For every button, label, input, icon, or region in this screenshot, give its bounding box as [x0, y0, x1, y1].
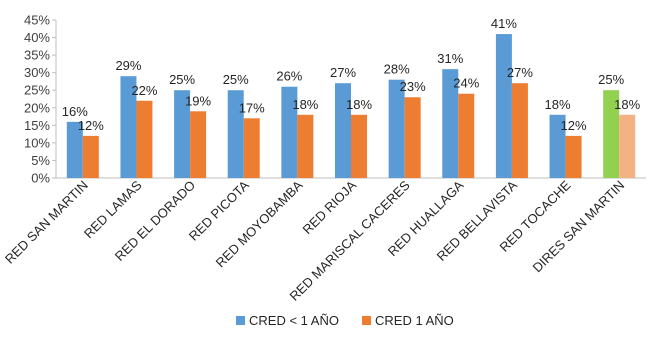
- data-label: 22%: [131, 83, 157, 98]
- data-label: 18%: [545, 97, 571, 112]
- y-tick-label: 5%: [31, 153, 50, 168]
- data-label: 18%: [614, 97, 640, 112]
- legend-swatch: [362, 316, 371, 325]
- data-label: 16%: [62, 104, 88, 119]
- bar: [66, 121, 83, 178]
- bar: [565, 135, 582, 178]
- y-tick-label: 30%: [24, 65, 50, 80]
- bar: [120, 76, 137, 178]
- bar: [227, 90, 244, 178]
- y-tick-label: 0%: [31, 171, 50, 186]
- bar: [351, 114, 367, 178]
- data-label: 23%: [400, 79, 426, 94]
- y-tick-label: 40%: [24, 30, 50, 45]
- data-label: 25%: [223, 72, 249, 87]
- bar: [619, 114, 636, 178]
- category-label: RED SAN MARTIN: [2, 178, 91, 267]
- y-tick-label: 15%: [24, 118, 50, 133]
- bar: [511, 83, 528, 178]
- legend-swatch: [236, 316, 245, 325]
- bar: [297, 114, 314, 178]
- data-label: 18%: [346, 97, 372, 112]
- bar: [442, 69, 459, 178]
- data-label: 17%: [239, 100, 265, 115]
- bar: [388, 79, 405, 178]
- bar: [82, 135, 99, 178]
- bar: [335, 83, 351, 178]
- data-label: 24%: [453, 76, 479, 91]
- bar: [495, 34, 512, 178]
- bar: [603, 90, 620, 178]
- data-label: 18%: [292, 97, 318, 112]
- bar: [281, 86, 298, 178]
- data-label: 28%: [384, 62, 410, 77]
- data-label: 25%: [598, 72, 624, 87]
- y-tick-label: 20%: [24, 100, 50, 115]
- bars: [66, 34, 636, 178]
- data-label: 41%: [491, 16, 517, 31]
- bar: [549, 114, 566, 178]
- category-label: DIRES SAN MARTIN: [530, 178, 628, 276]
- data-labels: 16%12%29%22%25%19%25%17%26%18%27%18%28%2…: [62, 16, 641, 133]
- y-tick-label: 45%: [24, 13, 50, 28]
- bar: [404, 97, 421, 178]
- data-label: 27%: [507, 65, 533, 80]
- legend: CRED < 1 AÑO CRED 1 AÑO: [236, 313, 454, 328]
- data-label: 12%: [78, 118, 104, 133]
- y-axis: 0% 5% 10% 15% 20% 25% 30% 35% 40% 45%: [24, 13, 57, 186]
- data-label: 31%: [437, 51, 463, 66]
- y-tick-label: 10%: [24, 135, 50, 150]
- data-label: 12%: [561, 118, 587, 133]
- bar: [190, 111, 207, 178]
- legend-label: CRED < 1 AÑO: [249, 313, 339, 328]
- bar: [243, 118, 260, 178]
- data-label: 26%: [276, 69, 302, 84]
- data-label: 29%: [115, 58, 141, 73]
- legend-label: CRED 1 AÑO: [375, 313, 454, 328]
- bar: [458, 93, 475, 178]
- bar: [136, 100, 153, 178]
- data-label: 25%: [169, 72, 195, 87]
- y-tick-label: 35%: [24, 48, 50, 63]
- data-label: 19%: [185, 93, 211, 108]
- y-tick-label: 25%: [24, 83, 50, 98]
- data-label: 27%: [330, 65, 356, 80]
- bar: [174, 90, 191, 178]
